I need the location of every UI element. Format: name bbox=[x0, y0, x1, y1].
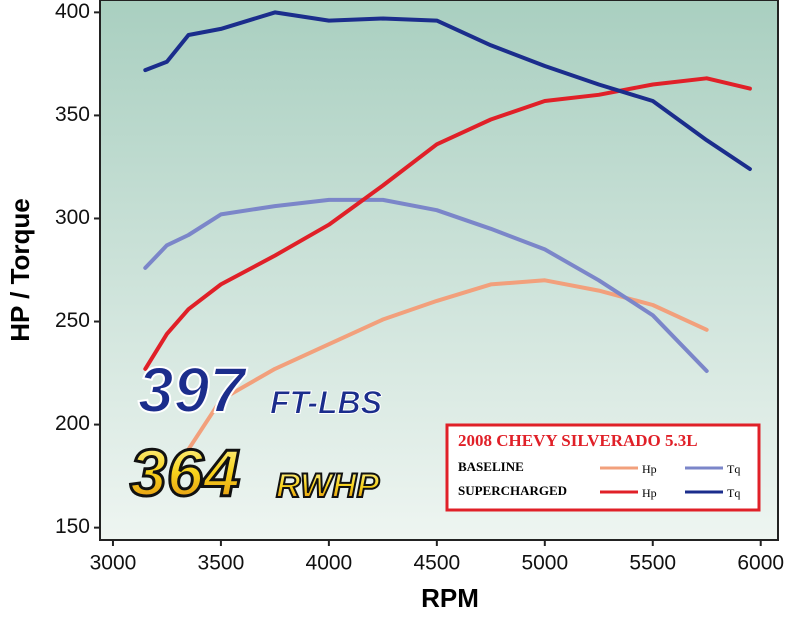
annotation-value: 364 bbox=[130, 435, 240, 509]
x-tick-label: 5500 bbox=[629, 552, 676, 575]
series-line bbox=[143, 197, 709, 373]
annotation-unit: RWHP bbox=[276, 467, 380, 505]
annotation-unit: FT-LBS bbox=[270, 384, 383, 420]
legend-label: Hp bbox=[642, 462, 657, 476]
x-tick-label: 5000 bbox=[521, 552, 568, 575]
y-tick-label: 250 bbox=[55, 309, 90, 332]
x-tick-label: 6000 bbox=[737, 552, 784, 575]
x-tick-label: 4000 bbox=[306, 552, 353, 575]
annotation-value: 397 bbox=[138, 354, 248, 426]
x-tick-label: 3000 bbox=[90, 552, 137, 575]
series-line bbox=[143, 10, 752, 171]
series-line bbox=[186, 278, 709, 452]
legend-group: BASELINE bbox=[458, 459, 524, 474]
legend: 2008 CHEVY SILVERADO 5.3L BASELINE Hp Tq SU… bbox=[445, 423, 761, 512]
annotation: 397 FT-LBS 364 RWHP bbox=[129, 353, 384, 511]
legend-title: 2008 CHEVY SILVERADO 5.3L bbox=[458, 431, 698, 450]
y-tick-label: 150 bbox=[55, 515, 90, 538]
y-axis-label: HP / Torque bbox=[5, 198, 35, 342]
series-line bbox=[143, 76, 752, 371]
legend-label: Tq bbox=[727, 462, 740, 476]
y-tick-label: 400 bbox=[55, 0, 90, 23]
legend-group: SUPERCHARGED bbox=[458, 483, 567, 498]
legend-label: Tq bbox=[727, 486, 740, 500]
x-tick-label: 4500 bbox=[413, 552, 460, 575]
x-tick-label: 3500 bbox=[198, 552, 245, 575]
x-axis-label: RPM bbox=[421, 583, 479, 613]
y-tick-label: 350 bbox=[55, 103, 90, 126]
y-tick-label: 300 bbox=[55, 206, 90, 229]
legend-label: Hp bbox=[642, 486, 657, 500]
y-tick-label: 200 bbox=[55, 412, 90, 435]
